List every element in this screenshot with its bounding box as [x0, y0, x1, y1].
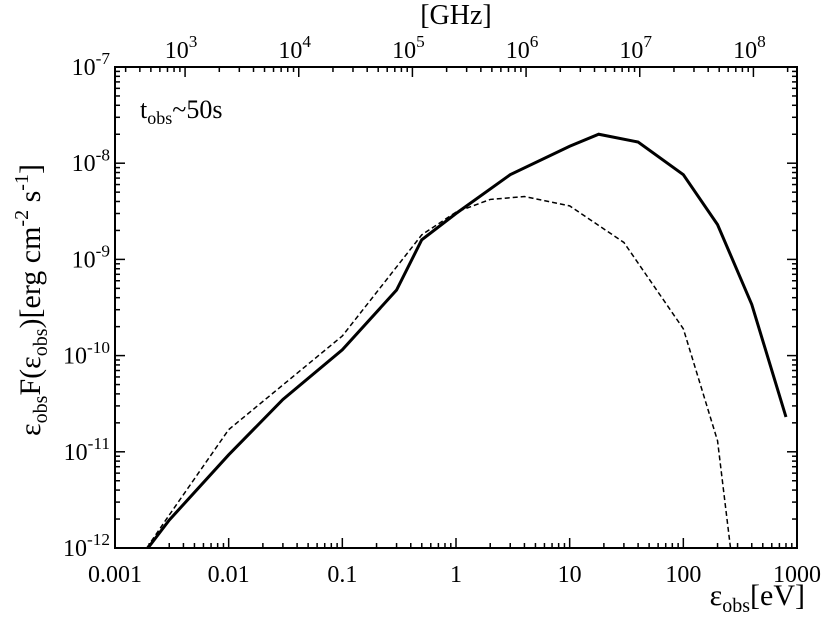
x-tick-label: 0.1 [327, 562, 357, 588]
x-label-part: [eV] [750, 579, 805, 612]
x-tick-label: 100 [665, 562, 701, 588]
annotation-part: ~50s [172, 95, 222, 124]
annotation: tobs~50s [140, 95, 222, 128]
y-label-part: )[erg cm [14, 227, 47, 329]
tick-label: 106 [506, 32, 539, 64]
top-axis-label: [GHz] [420, 0, 492, 31]
y-label-sup: -1 [11, 174, 33, 191]
tick-label: 103 [165, 32, 198, 64]
x-tick-label: 1000 [773, 562, 821, 588]
tick-label: 10-7 [72, 49, 111, 81]
tick-label: 105 [392, 32, 425, 64]
x-label-part: ε [710, 579, 723, 612]
x-axis-label: εobs[eV] [710, 579, 805, 617]
y-label-part: s [14, 191, 47, 210]
y-label-sub: obs [30, 328, 52, 356]
x-label-sub: obs [722, 595, 750, 617]
y-label-sup: -2 [11, 210, 33, 227]
x-tick-label: 10 [558, 562, 582, 588]
annotation-sub: obs [147, 108, 172, 128]
series-line [146, 195, 732, 548]
tick-label: 10-12 [63, 530, 110, 562]
tick-label: 108 [733, 32, 766, 64]
x-tick-label: 1 [450, 562, 462, 588]
tick-label: 107 [619, 32, 652, 64]
tick-label: 104 [278, 32, 311, 64]
tick-label: 10-9 [72, 242, 110, 274]
y-axis-label: εobsF(εobs)[erg cm-2 s-1] [11, 164, 52, 436]
y-label-part: ε [14, 423, 47, 436]
tick-label: 10-11 [64, 434, 110, 466]
series-line [146, 132, 788, 548]
y-label-part: F(ε [14, 356, 47, 395]
tick-label: 10-8 [72, 145, 110, 177]
plot-frame [114, 66, 798, 549]
tick-label: 10-10 [63, 338, 110, 370]
x-tick-label: 0.001 [88, 562, 142, 588]
y-label-part: ] [14, 164, 47, 174]
y-label-sub: obs [30, 395, 52, 423]
annotation-part: t [140, 95, 148, 124]
x-tick-label: 0.01 [208, 562, 250, 588]
